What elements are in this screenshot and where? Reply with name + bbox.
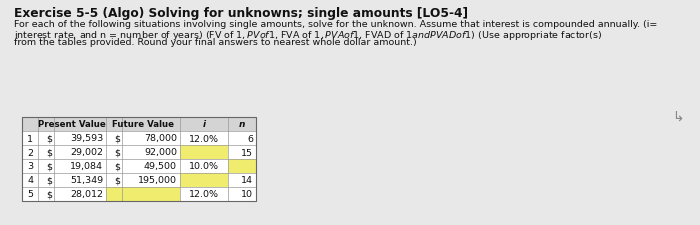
Bar bbox=[122, 145, 180, 159]
Bar bbox=[22, 131, 38, 145]
Text: $: $ bbox=[46, 148, 52, 157]
Text: 28,012: 28,012 bbox=[70, 190, 103, 199]
Bar bbox=[38, 131, 54, 145]
Bar bbox=[180, 173, 228, 187]
Bar bbox=[22, 187, 38, 201]
Text: 3: 3 bbox=[27, 162, 33, 171]
Text: 5: 5 bbox=[27, 190, 33, 199]
Text: $: $ bbox=[114, 176, 120, 185]
Text: 2: 2 bbox=[27, 148, 33, 157]
Bar bbox=[38, 187, 54, 201]
Bar bbox=[22, 159, 38, 173]
Bar bbox=[228, 159, 256, 173]
Text: $: $ bbox=[114, 148, 120, 157]
Text: 39,593: 39,593 bbox=[70, 134, 103, 143]
Text: 12.0%: 12.0% bbox=[189, 134, 219, 143]
Bar bbox=[54, 187, 106, 201]
Text: Exercise 5-5 (Algo) Solving for unknowns; single amounts [LO5-4]: Exercise 5-5 (Algo) Solving for unknowns… bbox=[14, 7, 468, 20]
Bar bbox=[54, 173, 106, 187]
Bar bbox=[22, 117, 256, 131]
Text: 10.0%: 10.0% bbox=[189, 162, 219, 171]
Bar bbox=[180, 131, 228, 145]
Text: 10: 10 bbox=[241, 190, 253, 199]
Bar bbox=[22, 173, 38, 187]
Text: $: $ bbox=[114, 162, 120, 171]
Bar bbox=[106, 131, 122, 145]
Text: 4: 4 bbox=[27, 176, 33, 185]
Bar bbox=[38, 159, 54, 173]
Text: 29,002: 29,002 bbox=[70, 148, 103, 157]
Bar bbox=[228, 173, 256, 187]
Text: 51,349: 51,349 bbox=[70, 176, 103, 185]
Bar bbox=[228, 145, 256, 159]
Bar bbox=[54, 131, 106, 145]
Bar bbox=[122, 173, 180, 187]
Text: ↳: ↳ bbox=[672, 110, 684, 124]
Bar bbox=[122, 159, 180, 173]
Text: 6: 6 bbox=[247, 134, 253, 143]
Bar bbox=[106, 187, 122, 201]
Text: interest rate, and n = number of years) (FV of $1, PV of $1, FVA of $1, PVA of $: interest rate, and n = number of years) … bbox=[14, 29, 602, 42]
Text: $: $ bbox=[46, 162, 52, 171]
Text: $: $ bbox=[114, 134, 120, 143]
Bar bbox=[180, 187, 228, 201]
Text: Present Value: Present Value bbox=[38, 120, 106, 129]
Bar bbox=[54, 159, 106, 173]
Text: 49,500: 49,500 bbox=[144, 162, 177, 171]
Bar bbox=[180, 159, 228, 173]
Bar bbox=[122, 187, 180, 201]
Text: i: i bbox=[202, 120, 206, 129]
Text: 14: 14 bbox=[241, 176, 253, 185]
Bar bbox=[38, 145, 54, 159]
Text: 12.0%: 12.0% bbox=[189, 190, 219, 199]
Bar bbox=[228, 131, 256, 145]
Bar bbox=[38, 173, 54, 187]
Bar bbox=[228, 187, 256, 201]
Text: 78,000: 78,000 bbox=[144, 134, 177, 143]
Text: For each of the following situations involving single amounts, solve for the unk: For each of the following situations inv… bbox=[14, 20, 657, 29]
Bar bbox=[106, 145, 122, 159]
Text: 19,084: 19,084 bbox=[70, 162, 103, 171]
Bar bbox=[122, 131, 180, 145]
Text: Future Value: Future Value bbox=[112, 120, 174, 129]
Text: 92,000: 92,000 bbox=[144, 148, 177, 157]
Text: from the tables provided. Round your final answers to nearest whole dollar amoun: from the tables provided. Round your fin… bbox=[14, 38, 416, 47]
Text: 1: 1 bbox=[27, 134, 33, 143]
Bar bbox=[22, 145, 38, 159]
Text: 195,000: 195,000 bbox=[138, 176, 177, 185]
Text: n: n bbox=[239, 120, 245, 129]
Bar bbox=[54, 145, 106, 159]
Text: $: $ bbox=[46, 190, 52, 199]
Text: $: $ bbox=[46, 176, 52, 185]
Bar bbox=[22, 117, 256, 201]
Bar bbox=[106, 173, 122, 187]
Bar bbox=[180, 145, 228, 159]
Bar bbox=[106, 159, 122, 173]
Text: $: $ bbox=[46, 134, 52, 143]
Text: 15: 15 bbox=[241, 148, 253, 157]
